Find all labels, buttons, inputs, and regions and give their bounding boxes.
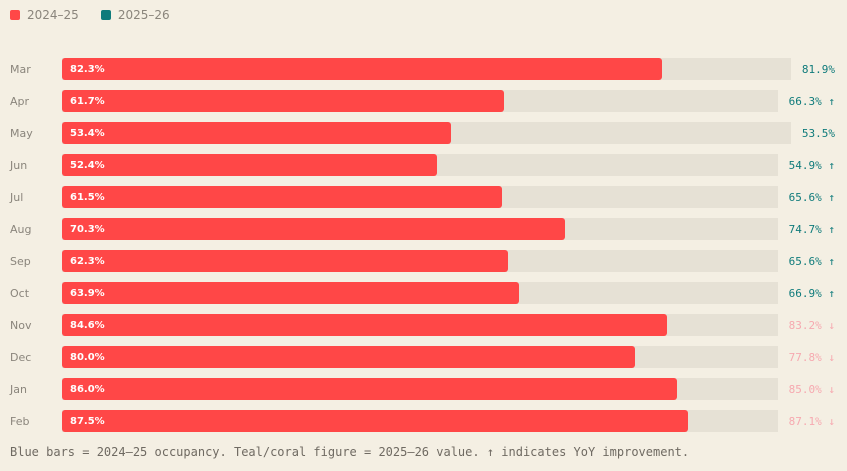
month-label: May [10, 126, 33, 140]
bar-row: Sep 62.3% 65.6% ↑ [0, 245, 847, 277]
bar-value-label: 63.9% [70, 287, 105, 299]
bar-value-label: 61.7% [70, 95, 105, 107]
bar-track: 82.3% [62, 58, 791, 80]
month-label: Jan [10, 382, 27, 396]
bar-value-label: 87.5% [70, 415, 105, 427]
bar-row: Apr 61.7% 66.3% ↑ [0, 85, 847, 117]
bar-row: Aug 70.3% 74.7% ↑ [0, 213, 847, 245]
bar-track: 53.4% [62, 122, 791, 144]
month-label: Sep [10, 254, 31, 268]
bar-row: Jul 61.5% 65.6% ↑ [0, 181, 847, 213]
bar-2024-25: 86.0% [62, 378, 678, 400]
legend: 2024–25 2025–26 [10, 8, 170, 22]
bar-value-label: 86.0% [70, 383, 105, 395]
bar-value-label: 80.0% [70, 351, 105, 363]
bar-2024-25: 63.9% [62, 282, 520, 304]
value-2025-26: 77.8% ↓ [788, 350, 835, 364]
legend-item-2024-25: 2024–25 [10, 8, 79, 22]
value-2025-26: 85.0% ↓ [788, 382, 835, 396]
value-2025-26: 81.9% [801, 62, 835, 76]
bar-track: 70.3% [62, 218, 778, 240]
footnote: Blue bars = 2024–25 occupancy. Teal/cora… [10, 445, 690, 459]
bar-track: 63.9% [62, 282, 778, 304]
bar-track: 61.7% [62, 90, 778, 112]
month-label: Apr [10, 94, 30, 108]
month-label: Jun [10, 158, 28, 172]
bar-track: 84.6% [62, 314, 778, 336]
bar-2024-25: 87.5% [62, 410, 689, 432]
month-label: Jul [10, 190, 24, 204]
bar-row: Jan 86.0% 85.0% ↓ [0, 373, 847, 405]
bar-value-label: 53.4% [70, 127, 105, 139]
bar-row: May 53.4% 53.5% [0, 117, 847, 149]
month-label: Dec [10, 350, 32, 364]
bar-2024-25: 52.4% [62, 154, 437, 176]
bar-track: 87.5% [62, 410, 778, 432]
bar-track: 62.3% [62, 250, 778, 272]
bar-2024-25: 84.6% [62, 314, 668, 336]
bar-value-label: 62.3% [70, 255, 105, 267]
bar-2024-25: 53.4% [62, 122, 452, 144]
value-2025-26: 66.3% ↑ [788, 94, 835, 108]
bar-row: Dec 80.0% 77.8% ↓ [0, 341, 847, 373]
bar-value-label: 70.3% [70, 223, 105, 235]
bar-2024-25: 61.7% [62, 90, 504, 112]
legend-swatch [10, 10, 20, 20]
month-label: Nov [10, 318, 32, 332]
bar-row: Jun 52.4% 54.9% ↑ [0, 149, 847, 181]
bar-chart: Mar 82.3% 81.9% Apr 61.7% 66.3% ↑ May 53.4% 53.5… [0, 53, 847, 437]
bar-value-label: 61.5% [70, 191, 105, 203]
value-2025-26: 54.9% ↑ [788, 158, 835, 172]
bar-row: Feb 87.5% 87.1% ↓ [0, 405, 847, 437]
bar-row: Mar 82.3% 81.9% [0, 53, 847, 85]
bar-track: 52.4% [62, 154, 778, 176]
bar-2024-25: 61.5% [62, 186, 503, 208]
bar-row: Oct 63.9% 66.9% ↑ [0, 277, 847, 309]
value-2025-26: 65.6% ↑ [788, 254, 835, 268]
bar-track: 86.0% [62, 378, 778, 400]
value-2025-26: 66.9% ↑ [788, 286, 835, 300]
value-2025-26: 65.6% ↑ [788, 190, 835, 204]
month-label: Oct [10, 286, 30, 300]
bar-value-label: 52.4% [70, 159, 105, 171]
bar-track: 80.0% [62, 346, 778, 368]
legend-swatch [100, 10, 111, 20]
value-2025-26: 83.2% ↓ [788, 318, 835, 332]
bar-2024-25: 80.0% [62, 346, 635, 368]
legend-label: 2025–26 [117, 8, 170, 22]
bar-track: 61.5% [62, 186, 778, 208]
legend-label: 2024–25 [27, 8, 79, 22]
month-label: Aug [10, 222, 32, 236]
bar-row: Nov 84.6% 83.2% ↓ [0, 309, 847, 341]
legend-item-2025-26: 2025–26 [100, 8, 170, 22]
month-label: Feb [10, 414, 30, 428]
bar-2024-25: 70.3% [62, 218, 566, 240]
value-2025-26: 87.1% ↓ [788, 414, 835, 428]
bar-value-label: 84.6% [70, 319, 105, 331]
value-2025-26: 53.5% [801, 126, 835, 140]
value-2025-26: 74.7% ↑ [788, 222, 835, 236]
bar-2024-25: 82.3% [62, 58, 662, 80]
bar-value-label: 82.3% [70, 63, 105, 75]
bar-2024-25: 62.3% [62, 250, 508, 272]
month-label: Mar [10, 62, 31, 76]
